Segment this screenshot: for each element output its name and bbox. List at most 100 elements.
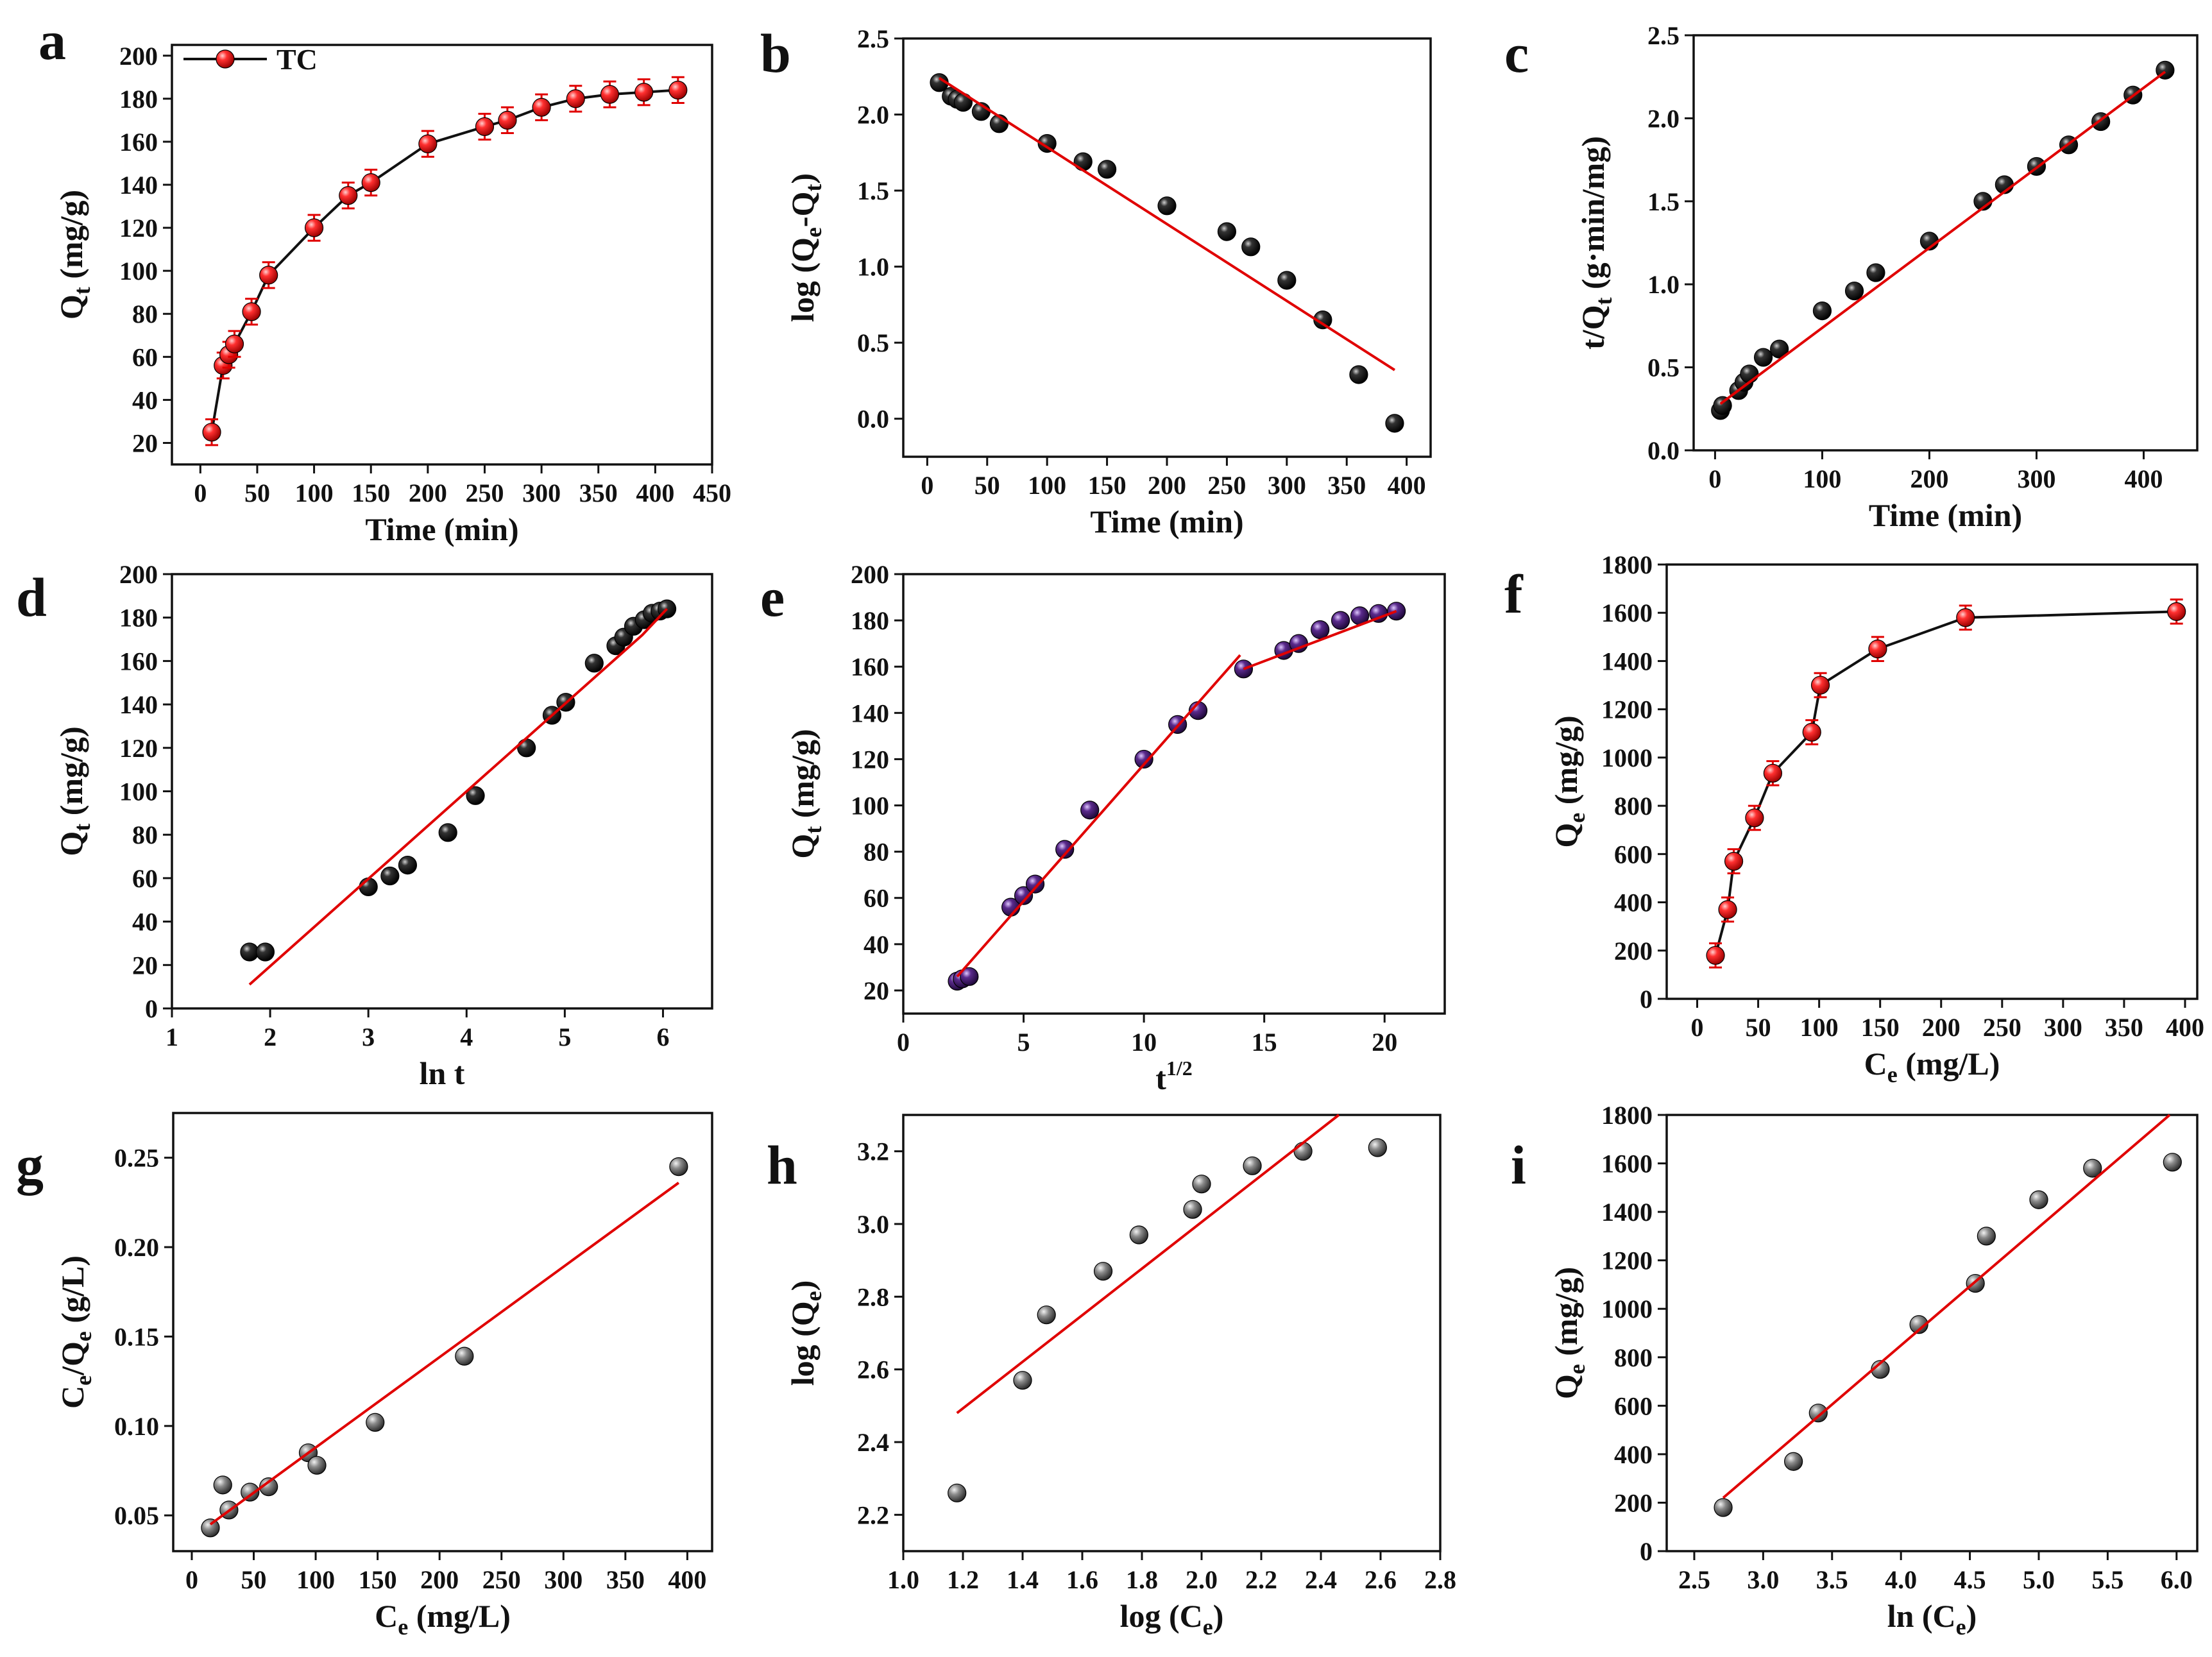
x-tick-label: 5.0 — [2023, 1565, 2055, 1594]
x-tick-label: 450 — [693, 479, 731, 507]
y-axis-label: log (Qe) — [785, 1280, 826, 1386]
x-tick-label: 4 — [460, 1023, 473, 1051]
y-tick-label: 160 — [119, 647, 158, 676]
x-tick-label: 5 — [558, 1023, 571, 1051]
data-point — [1977, 1227, 1996, 1246]
y-tick-label: 140 — [119, 171, 158, 200]
panel-c: c 0 100 200 300 400 0.0 0.5 1.0 1.5 2.0 2.5 Time (mi… — [1504, 21, 2199, 533]
y-axis-label: Qe (mg/g) — [1548, 715, 1590, 847]
y-tick-label: 180 — [851, 606, 889, 635]
data-point — [242, 302, 261, 321]
x-tick-label: 200 — [1922, 1013, 1961, 1042]
data-point — [1217, 222, 1237, 241]
data-point — [466, 786, 485, 805]
plot-frame — [902, 1114, 1442, 1552]
x-axis-label: Ce (mg/L) — [375, 1598, 511, 1640]
x-tick-label: 5 — [1017, 1028, 1030, 1057]
y-tick-label: 60 — [132, 343, 158, 371]
x-tick-label: 1 — [166, 1023, 178, 1051]
panel-label-e: e — [760, 566, 785, 628]
x-tick-label: 400 — [2124, 464, 2163, 493]
y-tick-label: 1600 — [1601, 599, 1653, 627]
fit-line — [956, 1114, 1340, 1415]
x-tick-label: 10 — [1131, 1028, 1157, 1057]
x-tick-label: 50 — [974, 471, 1000, 500]
data-point — [600, 85, 620, 104]
y-tick-label: 0 — [1640, 1537, 1653, 1566]
x-axis-label: Time (min) — [365, 511, 518, 547]
plot-frame — [172, 1112, 713, 1552]
data-point — [532, 98, 551, 117]
panel-label-a: a — [38, 10, 66, 71]
data-point — [202, 423, 221, 442]
data-point — [1844, 281, 1864, 301]
x-tick-label: 0 — [921, 471, 933, 500]
fit-line — [1243, 609, 1397, 670]
data-point — [1331, 611, 1350, 630]
y-tick-label: 200 — [1614, 937, 1653, 965]
data-point — [1763, 763, 1782, 783]
data-point — [1753, 348, 1773, 367]
x-axis-label: log (Ce) — [1120, 1598, 1224, 1640]
y-tick-label: 0.5 — [857, 328, 889, 357]
data-point — [1713, 396, 1732, 415]
x-tick-label: 100 — [1028, 471, 1066, 500]
data-point — [359, 877, 378, 897]
y-tick-label: 40 — [132, 908, 158, 937]
y-tick-label: 1400 — [1601, 1198, 1653, 1227]
x-tick-label: 2.5 — [1678, 1565, 1710, 1594]
y-tick-label: 180 — [119, 85, 158, 114]
x-tick-label: 3.5 — [1816, 1565, 1848, 1594]
panel-label-g: g — [16, 1134, 44, 1196]
data-point — [366, 1413, 385, 1432]
x-tick-label: 6.0 — [2161, 1565, 2193, 1594]
y-tick-label: 0.20 — [114, 1233, 159, 1262]
x-tick-label: 50 — [241, 1565, 267, 1594]
y-tick-label: 2.6 — [857, 1355, 889, 1384]
data-point — [1770, 339, 1789, 359]
data-point — [240, 942, 259, 962]
x-tick-label: 1.4 — [1007, 1565, 1039, 1594]
data-point — [1349, 365, 1368, 384]
data-point — [1073, 152, 1093, 171]
y-tick-label: 80 — [132, 820, 158, 849]
legend-label: TC — [276, 43, 318, 76]
data-point — [634, 83, 654, 102]
x-tick-label: 3 — [362, 1023, 375, 1051]
data-point — [1802, 722, 1821, 742]
panel-label-c: c — [1504, 22, 1529, 84]
x-tick-label: 0 — [1708, 464, 1721, 493]
x-tick-label: 300 — [544, 1565, 583, 1594]
y-tick-label: 0.5 — [1647, 353, 1680, 382]
y-tick-label: 1.5 — [1647, 187, 1680, 216]
x-tick-label: 0 — [897, 1028, 910, 1057]
y-tick-label: 2.2 — [857, 1500, 889, 1529]
y-tick-label: 3.2 — [857, 1137, 889, 1166]
y-tick-label: 200 — [851, 560, 889, 589]
x-tick-label: 200 — [420, 1565, 459, 1594]
x-tick-label: 250 — [482, 1565, 521, 1594]
x-tick-label: 350 — [579, 479, 618, 507]
y-tick-label: 400 — [1614, 1440, 1653, 1469]
data-point — [304, 218, 324, 237]
x-tick-label: 4.0 — [1885, 1565, 1917, 1594]
x-tick-label: 15 — [1252, 1028, 1277, 1057]
y-tick-label: 140 — [851, 699, 889, 727]
y-tick-label: 0.0 — [857, 405, 889, 434]
x-tick-label: 350 — [2105, 1013, 2143, 1042]
plot-frame — [902, 573, 1446, 1015]
x-tick-label: 100 — [1800, 1013, 1839, 1042]
x-axis-label: ln (Ce) — [1887, 1598, 1977, 1640]
data-point — [307, 1456, 327, 1475]
y-tick-label: 1.5 — [857, 176, 889, 205]
y-tick-label: 2.0 — [1647, 104, 1680, 133]
y-axis-label: t/Qt (g·min/mg) — [1575, 136, 1617, 350]
panel-g: g 0 50 100 150 200 250 300 350 400 0.05 0.10 0.15 0.2… — [16, 1112, 713, 1640]
data-point — [1183, 1200, 1202, 1219]
y-tick-label: 2.8 — [857, 1282, 889, 1311]
y-axis-label: Qe (mg/g) — [1548, 1267, 1590, 1399]
data-point — [213, 1475, 232, 1495]
x-tick-label: 6 — [656, 1023, 669, 1051]
panel-e: e 0 5 10 15 20 20 40 60 80 100 120 140 160 180 200 t1/2 Q… — [760, 560, 1446, 1096]
